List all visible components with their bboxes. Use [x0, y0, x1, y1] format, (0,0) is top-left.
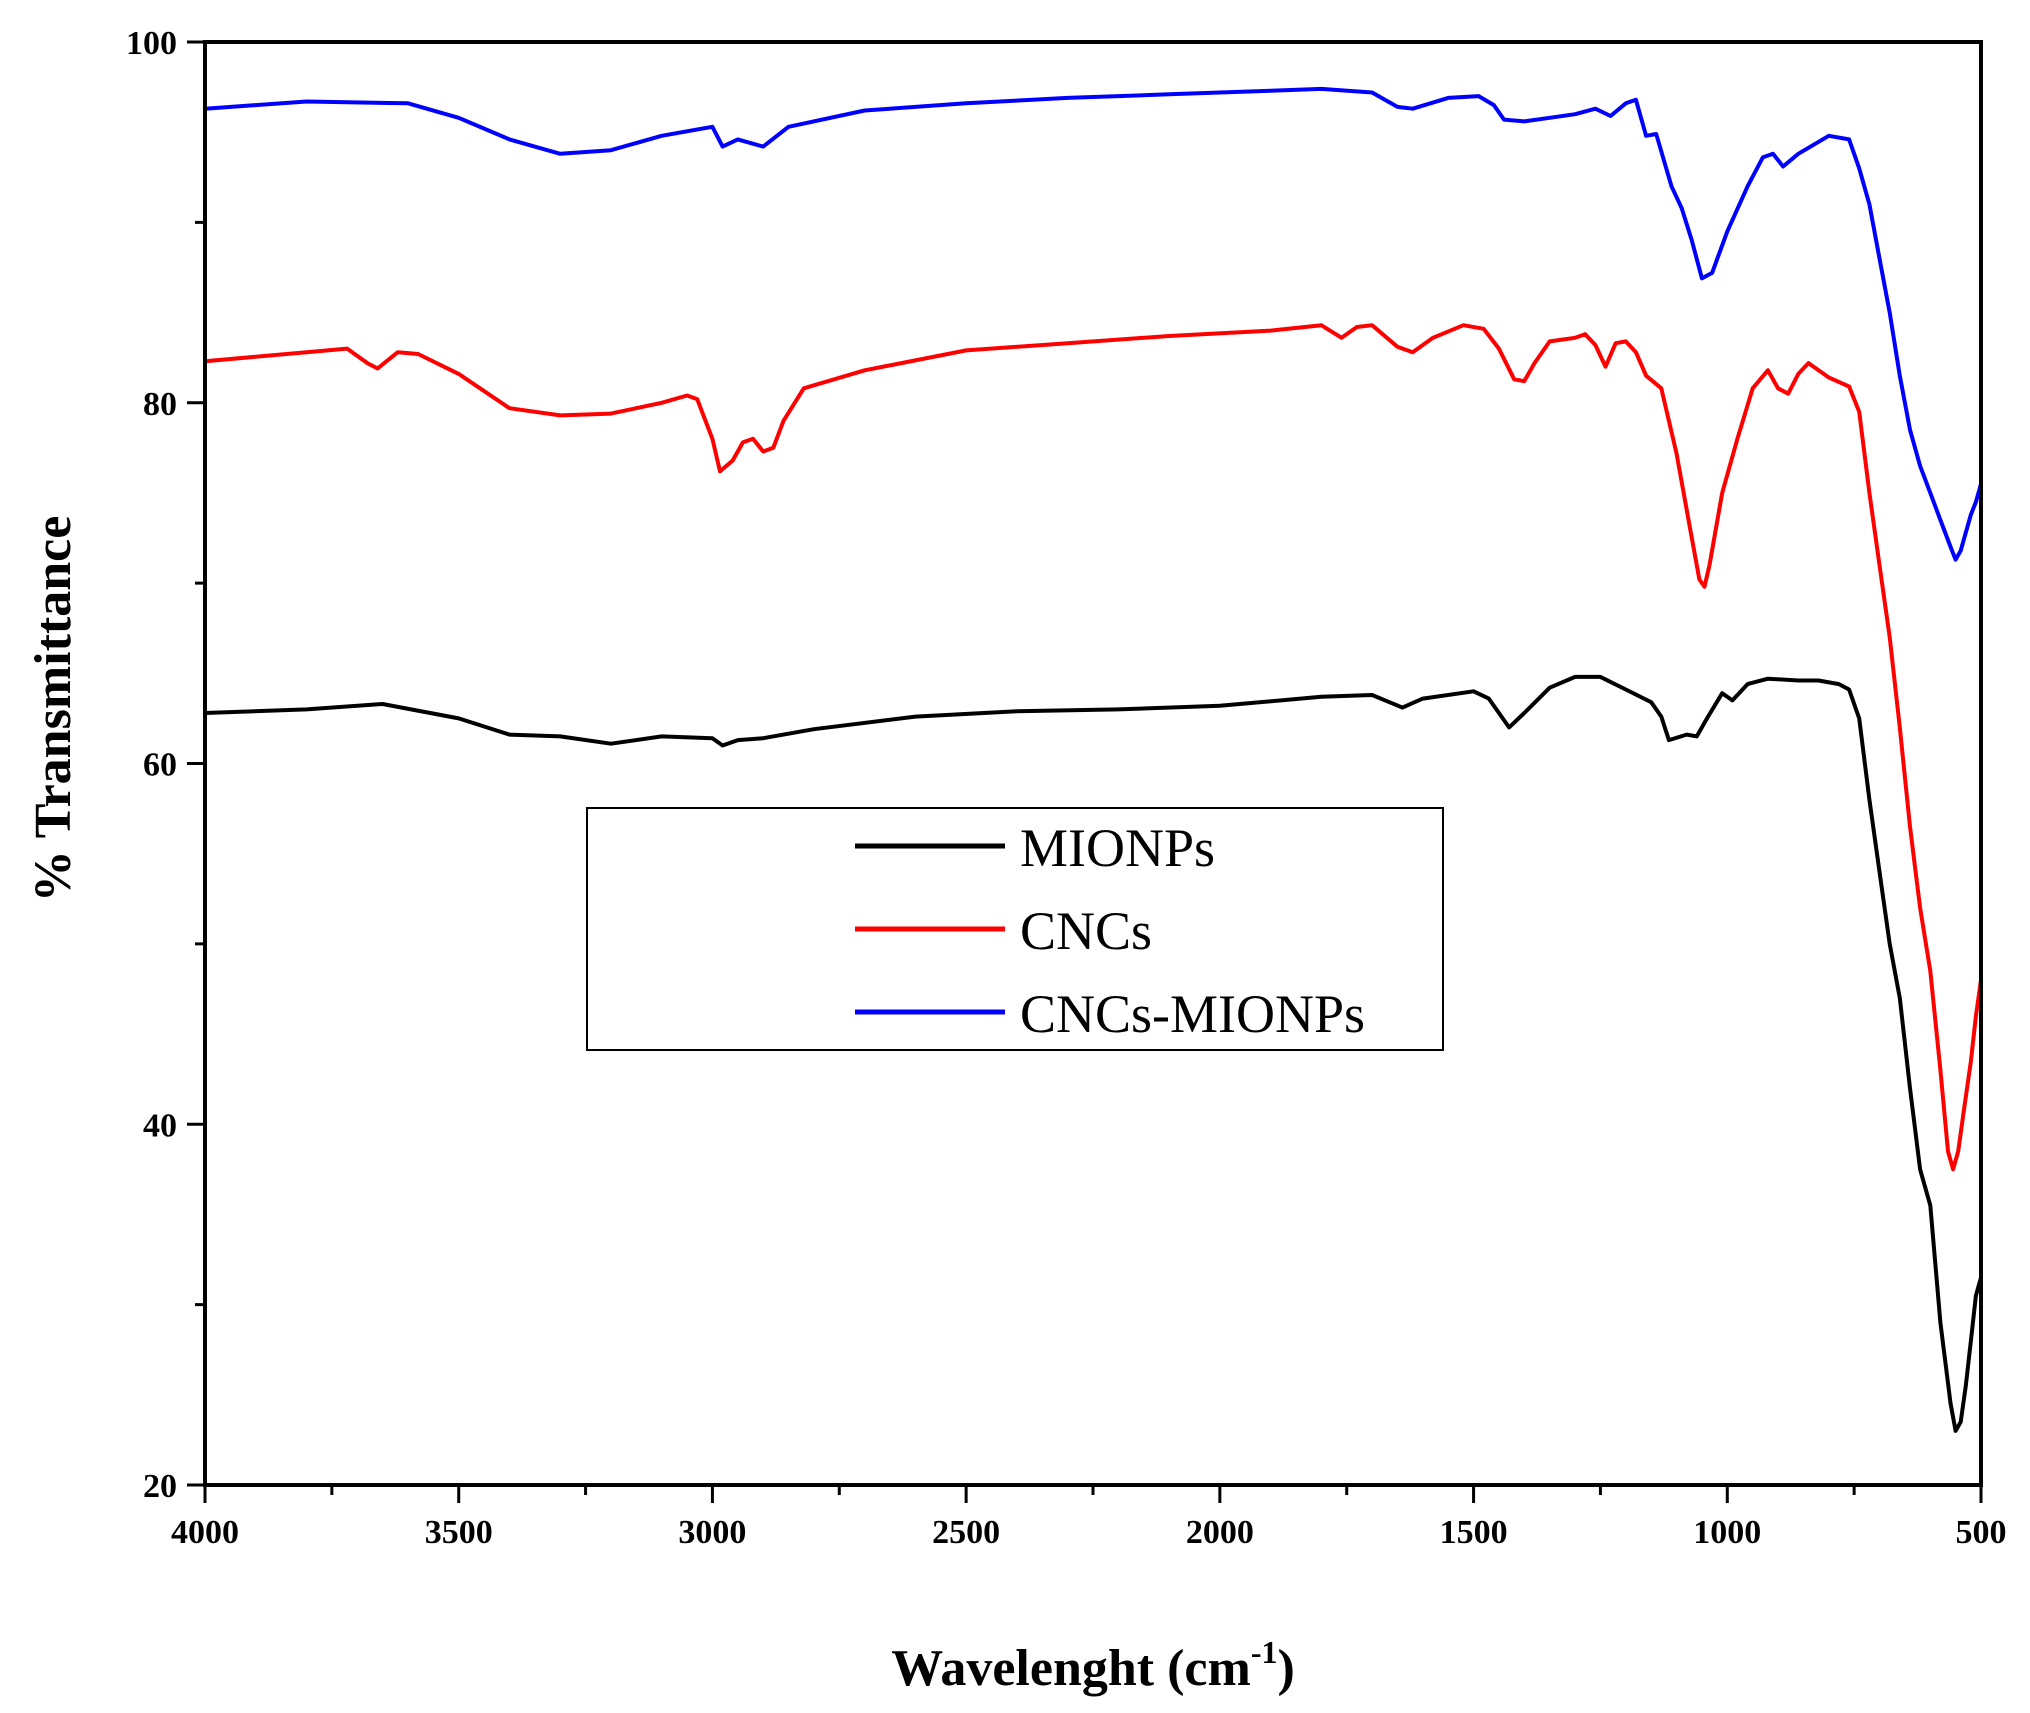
series-line-mionps [203, 674, 1983, 1433]
x-tick-label: 2000 [1186, 1514, 1254, 1551]
y-tick-label: 60 [143, 747, 177, 784]
y-axis: 20 40 60 80 100 [126, 25, 205, 1505]
x-tick-label: 500 [1956, 1514, 2007, 1551]
y-tick-label: 100 [126, 25, 177, 62]
y-tick-label: 40 [143, 1107, 177, 1144]
legend-label-cncs-mionps: CNCs-MIONPs [1020, 984, 1365, 1044]
y-axis-title: % Transmittance [25, 516, 82, 903]
y-tick-label: 80 [143, 386, 177, 423]
plot-frame [203, 40, 1983, 1487]
x-tick-label: 3000 [678, 1514, 746, 1551]
x-axis: 4000 3500 3000 2500 2000 1500 1000 500 [171, 1485, 2007, 1551]
x-tick-label: 1500 [1440, 1514, 1508, 1551]
series-line-cncs-mionps [203, 86, 1983, 562]
y-tick-label: 20 [143, 1468, 177, 1505]
legend-label-cncs: CNCs [1020, 901, 1152, 961]
x-axis-title: Wavelenght (cm-1) [891, 1634, 1295, 1697]
x-tick-label: 2500 [932, 1514, 1000, 1551]
x-tick-label: 4000 [171, 1514, 239, 1551]
series-lines [203, 86, 1983, 1433]
x-tick-label: 3500 [425, 1514, 493, 1551]
legend: MIONPs CNCs CNCs-MIONPs [586, 807, 1444, 1051]
legend-box [586, 807, 1444, 1051]
legend-label-mionps: MIONPs [1020, 818, 1215, 878]
series-line-cncs [203, 323, 1983, 1172]
x-tick-label: 1000 [1693, 1514, 1761, 1551]
